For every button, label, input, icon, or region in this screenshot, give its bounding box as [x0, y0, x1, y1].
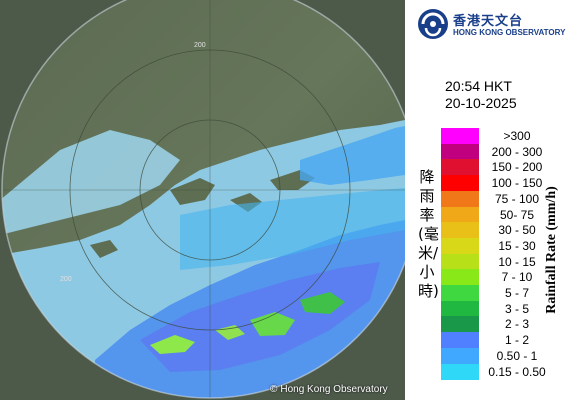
org-name-en: HONG KONG OBSERVATORY — [453, 28, 566, 37]
legend-swatch — [441, 300, 479, 317]
legend-swatch — [441, 332, 479, 349]
legend-label: 10 - 15 — [498, 254, 536, 269]
legend-label: 5 - 7 — [504, 286, 529, 300]
legend-swatch — [441, 363, 479, 380]
legend-title-cn: 降雨率(毫米/小時) — [418, 168, 439, 300]
copyright-notice: © Hong Kong Observatory — [270, 384, 388, 395]
legend-label: 150 - 200 — [491, 160, 543, 175]
range-label-north: 200 — [194, 42, 206, 49]
legend-swatch — [441, 222, 479, 239]
legend-swatch — [441, 190, 479, 207]
legend-row: 7 - 10 — [441, 269, 565, 286]
legend-title-en: Rainfall Rate (mm/h) — [544, 186, 559, 314]
legend-row: 75 - 100 — [441, 190, 565, 207]
copyright-icon: © — [270, 384, 278, 395]
legend-row: 200 - 300 — [441, 143, 565, 160]
legend-row: 30 - 50 — [441, 222, 565, 239]
legend-label: 3 - 5 — [504, 301, 529, 316]
legend-label: 2 - 3 — [504, 317, 529, 332]
observation-date: 20-10-2025 — [445, 95, 517, 111]
legend-row: 150 - 200 — [441, 159, 565, 176]
legend-swatch — [441, 347, 479, 364]
legend-label: 50- 75 — [499, 207, 535, 222]
legend-label: 0.50 - 1 — [496, 348, 538, 363]
legend-row: 15 - 30 — [441, 237, 565, 254]
legend-row: 1 - 2 — [441, 332, 565, 349]
legend-swatch — [441, 269, 479, 286]
legend-row: 5 - 7 — [441, 285, 565, 301]
legend-swatch — [441, 253, 479, 270]
legend-row: 50- 75 — [441, 206, 565, 223]
legend-swatch — [441, 316, 479, 333]
legend-label: 30 - 50 — [498, 223, 536, 238]
copyright-text: Hong Kong Observatory — [280, 384, 388, 395]
legend-swatch — [441, 285, 479, 301]
hko-logo[interactable]: 香港天文台 HONG KONG OBSERVATORY — [413, 6, 573, 42]
legend-swatch — [441, 143, 479, 160]
legend-row: 0.15 - 0.50 — [441, 363, 565, 380]
legend-label: 200 - 300 — [491, 144, 543, 159]
legend-swatch — [441, 206, 479, 223]
legend-swatch — [441, 128, 479, 144]
legend-label: 1 - 2 — [504, 333, 529, 348]
legend-row: 10 - 15 — [441, 253, 565, 270]
range-label-west: 200 — [60, 276, 72, 283]
legend-row: 3 - 5 — [441, 300, 565, 317]
legend-label: 15 - 30 — [498, 238, 536, 253]
legend-row: 0.50 - 1 — [441, 347, 565, 364]
legend-label: >300 — [503, 129, 531, 143]
legend-swatch — [441, 159, 479, 176]
observation-time: 20:54 HKT — [445, 78, 512, 94]
radar-map[interactable]: 200 200 © Hong Kong Observatory — [0, 0, 405, 400]
legend-label: 100 - 150 — [491, 176, 543, 191]
legend-label: 75 - 100 — [494, 191, 540, 206]
radar-map-image: 200 200 — [0, 0, 405, 400]
legend-row: 2 - 3 — [441, 316, 565, 333]
org-name-cn: 香港天文台 — [453, 14, 524, 29]
legend-row: >300 — [441, 128, 565, 144]
legend-label: 7 - 10 — [501, 270, 533, 285]
info-panel: 香港天文台 HONG KONG OBSERVATORY 20:54 HKT 20… — [405, 0, 577, 400]
hko-logo-icon — [418, 9, 448, 39]
legend-label: 0.15 - 0.50 — [488, 364, 546, 379]
legend-swatch — [441, 175, 479, 192]
legend-row: 100 - 150 — [441, 175, 565, 192]
legend-swatch — [441, 237, 479, 254]
